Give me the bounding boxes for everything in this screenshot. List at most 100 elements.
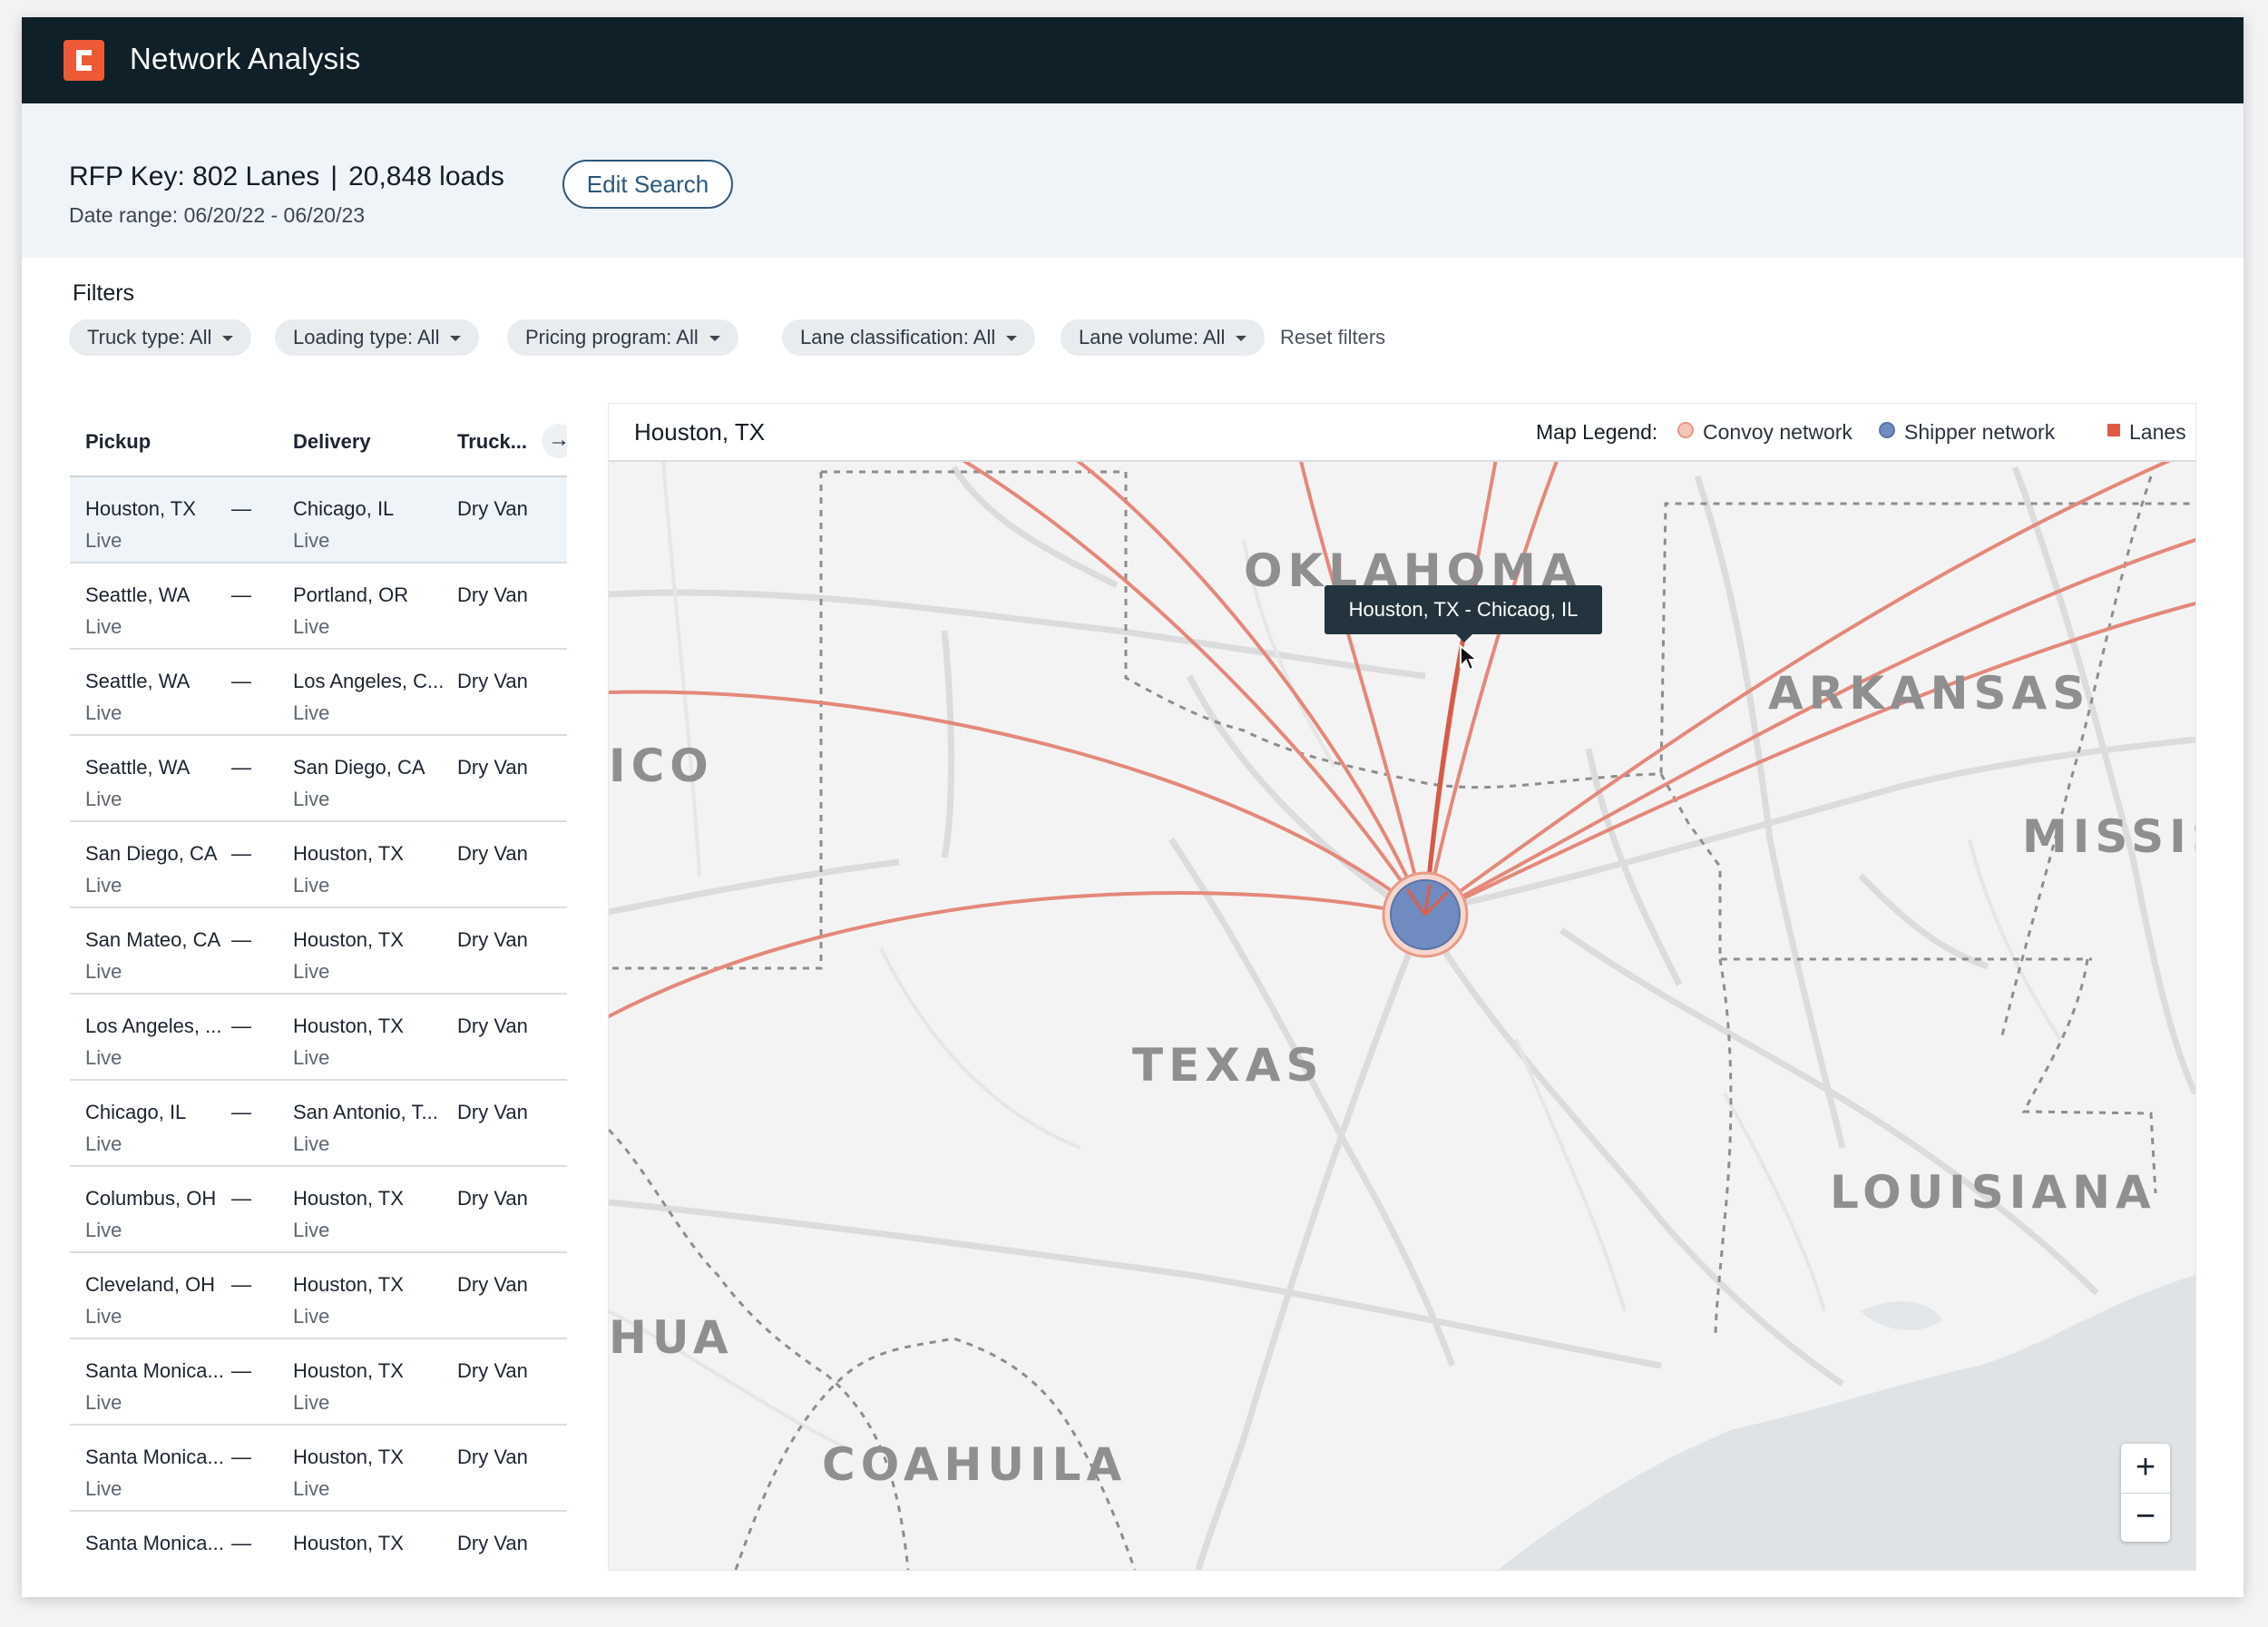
delivery-type: Live bbox=[293, 1305, 330, 1328]
truck-cell: Dry Van bbox=[457, 1273, 528, 1296]
loads-count: 20,848 loads bbox=[348, 162, 504, 191]
filters-title: Filters bbox=[73, 280, 135, 306]
lane-classification-filter[interactable]: Lane classification: All bbox=[782, 319, 1036, 356]
delivery-type: Live bbox=[293, 1219, 330, 1241]
table-row[interactable]: Los Angeles, ... Live — Houston, TX Live Dry … bbox=[70, 995, 567, 1081]
delivery-cell: San Antonio, T... bbox=[293, 1101, 438, 1123]
pickup-type: Live bbox=[85, 788, 122, 810]
caret-down-icon bbox=[450, 336, 462, 342]
table-row[interactable]: Santa Monica... — Houston, TX Dry Van bbox=[70, 1512, 567, 1583]
map-canvas bbox=[609, 447, 2195, 1570]
pickup-type: Live bbox=[85, 1219, 122, 1241]
table-row[interactable]: San Diego, CA Live — Houston, TX Live Dry Van bbox=[70, 822, 567, 908]
lanes bbox=[609, 447, 2195, 1018]
table-row[interactable]: Columbus, OH Live — Houston, TX Live Dry Van bbox=[70, 1167, 567, 1253]
table-row[interactable]: Santa Monica... Live — Houston, TX Live Dry V… bbox=[70, 1339, 567, 1426]
pickup-type: Live bbox=[85, 1132, 122, 1155]
lane-dash: — bbox=[231, 1273, 251, 1296]
truck-cell: Dry Van bbox=[457, 1359, 528, 1382]
delivery-cell: Chicago, IL bbox=[293, 497, 395, 520]
chip-label: Lane volume: All bbox=[1079, 326, 1226, 348]
lane bbox=[1061, 447, 1427, 918]
table-row[interactable]: San Mateo, CA Live — Houston, TX Live Dry Van bbox=[70, 908, 567, 995]
delivery-header[interactable]: Delivery bbox=[293, 430, 371, 453]
delivery-type: Live bbox=[293, 1132, 330, 1155]
lane bbox=[609, 891, 1427, 1018]
date-range: Date range: 06/20/22 - 06/20/23 bbox=[69, 203, 366, 227]
search-summary: RFP Key: 802 Lanes | 20,848 loads Date ran… bbox=[22, 103, 2244, 258]
state-label-coahuila: COAHUILA bbox=[822, 1438, 1128, 1491]
delivery-cell: Houston, TX bbox=[293, 1532, 404, 1554]
pickup-cell: Los Angeles, ... bbox=[85, 1014, 222, 1037]
truck-header[interactable]: Truck... bbox=[457, 430, 528, 453]
lane-dash: — bbox=[231, 670, 251, 692]
truck-cell: Dry Van bbox=[457, 497, 528, 520]
delivery-cell: Houston, TX bbox=[293, 1273, 404, 1296]
arrow-right-icon: → bbox=[548, 427, 567, 452]
pickup-type: Live bbox=[85, 1391, 122, 1414]
table-row[interactable]: Seattle, WA Live — Los Angeles, C... Live Dry… bbox=[70, 650, 567, 736]
zoom-in-button[interactable]: + bbox=[2135, 1448, 2156, 1486]
table-row[interactable]: Houston, TX Live — Chicago, IL Live Dry Van bbox=[70, 477, 567, 564]
state-label-mexico: ICO bbox=[609, 740, 714, 792]
rfp-key: RFP Key: 802 Lanes bbox=[69, 162, 320, 191]
lane-dash: — bbox=[231, 1101, 251, 1123]
logo-icon bbox=[76, 50, 92, 71]
table-row[interactable]: Cleveland, OH Live — Houston, TX Live Dry Van bbox=[70, 1253, 567, 1339]
lane-dash: — bbox=[231, 1187, 251, 1210]
lane bbox=[609, 690, 1427, 918]
pickup-cell: Seattle, WA bbox=[85, 670, 191, 692]
legend-shipper: Shipper network bbox=[1904, 420, 2056, 444]
reset-filters-link[interactable]: Reset filters bbox=[1280, 326, 1386, 348]
pickup-header[interactable]: Pickup bbox=[85, 430, 152, 453]
truck-type-filter[interactable]: Truck type: All bbox=[69, 319, 252, 356]
lanes-square-icon bbox=[2107, 424, 2120, 436]
delivery-cell: Houston, TX bbox=[293, 1359, 404, 1382]
truck-cell: Dry Van bbox=[457, 1101, 528, 1123]
edit-search-button[interactable]: Edit Search bbox=[562, 160, 733, 209]
top-bar: Network Analysis bbox=[22, 17, 2244, 103]
loading-type-filter[interactable]: Loading type: All bbox=[275, 319, 480, 356]
pickup-cell: Seattle, WA bbox=[85, 583, 191, 606]
zoom-controls: + − bbox=[2121, 1444, 2170, 1542]
delivery-cell: Los Angeles, C... bbox=[293, 670, 445, 692]
lanes-table: Pickup Delivery Truck... → Houston, TX Li… bbox=[70, 403, 567, 1583]
pickup-cell: Santa Monica... bbox=[85, 1532, 224, 1554]
delivery-type: Live bbox=[293, 701, 330, 724]
expand-table-button[interactable]: → bbox=[542, 424, 567, 458]
rfp-summary: RFP Key: 802 Lanes | 20,848 loads bbox=[69, 162, 504, 192]
delivery-cell: Houston, TX bbox=[293, 928, 404, 951]
lane bbox=[1296, 447, 1427, 918]
convoy-logo[interactable] bbox=[64, 40, 104, 81]
lane bbox=[1423, 447, 1500, 918]
convoy-network-dot-icon bbox=[1677, 422, 1694, 438]
truck-cell: Dry Van bbox=[457, 842, 528, 865]
app-window: Network Analysis RFP Key: 802 Lanes | 20,8… bbox=[22, 17, 2244, 1597]
lane-dash: — bbox=[231, 1359, 251, 1382]
table-row[interactable]: Seattle, WA Live — Portland, OR Live Dry Van bbox=[70, 564, 567, 650]
lane-dash: — bbox=[231, 1532, 251, 1554]
state-borders bbox=[609, 470, 2195, 1570]
lane-tooltip: Houston, TX - Chicaog, IL bbox=[1325, 585, 1602, 642]
pricing-program-filter[interactable]: Pricing program: All bbox=[507, 319, 738, 356]
pickup-type: Live bbox=[85, 1305, 122, 1328]
zoom-out-button[interactable]: − bbox=[2135, 1497, 2156, 1535]
table-row[interactable]: Santa Monica... Live — Houston, TX Live Dry V… bbox=[70, 1426, 567, 1512]
table-row[interactable]: Chicago, IL Live — San Antonio, T... Live Dry… bbox=[70, 1081, 567, 1167]
lane-dash: — bbox=[231, 842, 251, 865]
lane bbox=[1423, 602, 2195, 918]
lane bbox=[1423, 447, 1563, 918]
chip-label: Truck type: All bbox=[87, 326, 212, 348]
lane-volume-filter[interactable]: Lane volume: All bbox=[1061, 319, 1266, 356]
state-label-louisiana: LOUISIANA bbox=[1830, 1166, 2156, 1219]
caret-down-icon bbox=[1006, 336, 1018, 342]
separator: | bbox=[330, 162, 338, 191]
pickup-type: Live bbox=[85, 960, 122, 983]
map-header: Houston, TX Map Legend: Convoy network S… bbox=[609, 404, 2195, 462]
lane-map[interactable]: Houston, TX Map Legend: Convoy network S… bbox=[608, 403, 2196, 1571]
truck-cell: Dry Van bbox=[457, 928, 528, 951]
legend-lanes: Lanes bbox=[2129, 420, 2186, 444]
bay-water bbox=[1861, 1301, 1942, 1330]
table-row[interactable]: Seattle, WA Live — San Diego, CA Live Dry Van bbox=[70, 736, 567, 822]
delivery-type: Live bbox=[293, 874, 330, 897]
